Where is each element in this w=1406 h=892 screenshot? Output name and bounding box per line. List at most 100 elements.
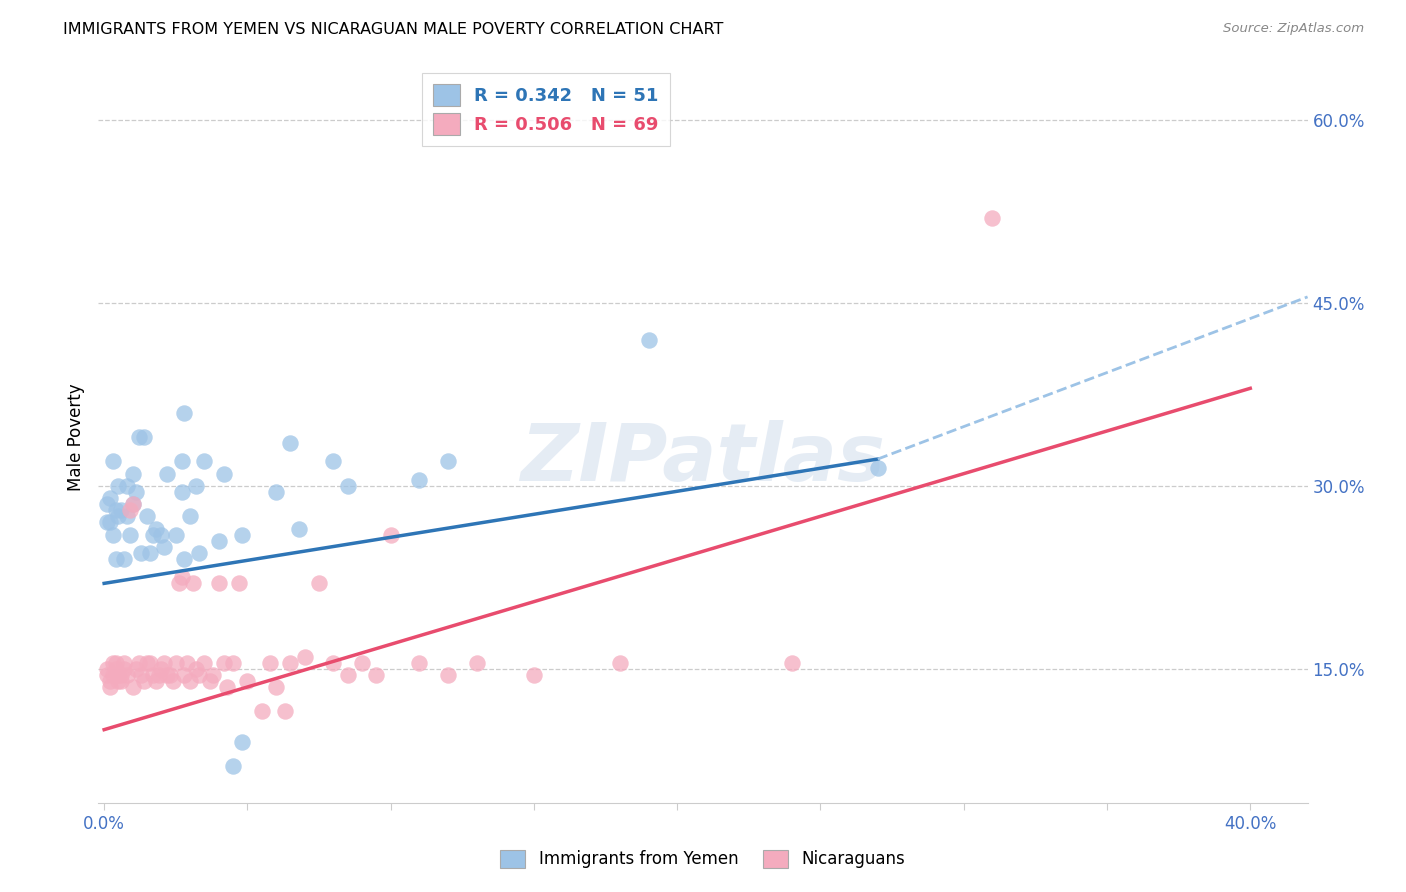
Point bbox=[336, 667, 359, 682]
Point bbox=[124, 485, 146, 500]
Point bbox=[173, 667, 195, 682]
Point bbox=[98, 680, 121, 694]
Point bbox=[322, 454, 344, 468]
Point bbox=[214, 467, 236, 481]
Point bbox=[153, 656, 176, 670]
Point bbox=[115, 479, 138, 493]
Point bbox=[187, 667, 209, 682]
Point bbox=[193, 454, 215, 468]
Point bbox=[866, 460, 889, 475]
Point bbox=[128, 656, 150, 670]
Point bbox=[167, 576, 190, 591]
Point bbox=[153, 540, 176, 554]
Point bbox=[176, 656, 198, 670]
Point bbox=[408, 656, 430, 670]
Point bbox=[121, 680, 143, 694]
Point bbox=[136, 656, 159, 670]
Point bbox=[222, 759, 245, 773]
Point bbox=[98, 673, 121, 688]
Point bbox=[181, 576, 204, 591]
Point bbox=[437, 454, 460, 468]
Point bbox=[780, 656, 803, 670]
Point bbox=[162, 673, 184, 688]
Point bbox=[101, 667, 124, 682]
Point bbox=[110, 673, 132, 688]
Point bbox=[236, 673, 259, 688]
Point bbox=[118, 503, 141, 517]
Point bbox=[112, 656, 135, 670]
Point bbox=[231, 735, 253, 749]
Point bbox=[165, 656, 187, 670]
Point bbox=[170, 454, 193, 468]
Point bbox=[107, 509, 129, 524]
Y-axis label: Male Poverty: Male Poverty bbox=[66, 384, 84, 491]
Point bbox=[609, 656, 631, 670]
Point bbox=[121, 497, 143, 511]
Point bbox=[150, 527, 173, 541]
Point bbox=[294, 649, 316, 664]
Point bbox=[280, 436, 302, 450]
Point bbox=[366, 667, 388, 682]
Point bbox=[380, 527, 402, 541]
Point bbox=[139, 656, 162, 670]
Point bbox=[184, 662, 207, 676]
Point bbox=[437, 667, 460, 682]
Point bbox=[131, 546, 153, 560]
Point bbox=[193, 656, 215, 670]
Point bbox=[250, 705, 273, 719]
Point bbox=[222, 656, 245, 670]
Point bbox=[104, 552, 127, 566]
Point bbox=[322, 656, 344, 670]
Point bbox=[110, 667, 132, 682]
Point bbox=[96, 516, 118, 530]
Legend: Immigrants from Yemen, Nicaraguans: Immigrants from Yemen, Nicaraguans bbox=[494, 843, 912, 875]
Point bbox=[336, 479, 359, 493]
Point bbox=[115, 667, 138, 682]
Point bbox=[107, 673, 129, 688]
Point bbox=[128, 430, 150, 444]
Point bbox=[217, 680, 239, 694]
Point bbox=[148, 667, 170, 682]
Text: Source: ZipAtlas.com: Source: ZipAtlas.com bbox=[1223, 22, 1364, 36]
Point bbox=[134, 673, 156, 688]
Point bbox=[465, 656, 488, 670]
Point bbox=[264, 680, 287, 694]
Point bbox=[184, 479, 207, 493]
Point bbox=[637, 333, 659, 347]
Point bbox=[142, 527, 165, 541]
Point bbox=[523, 667, 546, 682]
Point bbox=[115, 509, 138, 524]
Point bbox=[104, 656, 127, 670]
Point bbox=[124, 662, 146, 676]
Point bbox=[259, 656, 281, 670]
Point bbox=[165, 527, 187, 541]
Point bbox=[112, 552, 135, 566]
Point bbox=[273, 705, 295, 719]
Point bbox=[145, 673, 167, 688]
Point bbox=[173, 406, 195, 420]
Point bbox=[96, 662, 118, 676]
Point bbox=[101, 527, 124, 541]
Point bbox=[288, 521, 311, 535]
Point bbox=[170, 485, 193, 500]
Point bbox=[118, 527, 141, 541]
Point bbox=[121, 467, 143, 481]
Point bbox=[231, 527, 253, 541]
Point bbox=[280, 656, 302, 670]
Point bbox=[134, 430, 156, 444]
Point bbox=[139, 546, 162, 560]
Point bbox=[121, 497, 143, 511]
Point bbox=[107, 667, 129, 682]
Point bbox=[156, 467, 179, 481]
Point bbox=[350, 656, 373, 670]
Point bbox=[104, 662, 127, 676]
Point bbox=[214, 656, 236, 670]
Point bbox=[408, 473, 430, 487]
Point bbox=[264, 485, 287, 500]
Point bbox=[96, 667, 118, 682]
Point bbox=[170, 570, 193, 584]
Point bbox=[228, 576, 250, 591]
Point bbox=[101, 454, 124, 468]
Text: IMMIGRANTS FROM YEMEN VS NICARAGUAN MALE POVERTY CORRELATION CHART: IMMIGRANTS FROM YEMEN VS NICARAGUAN MALE… bbox=[63, 22, 724, 37]
Point bbox=[98, 516, 121, 530]
